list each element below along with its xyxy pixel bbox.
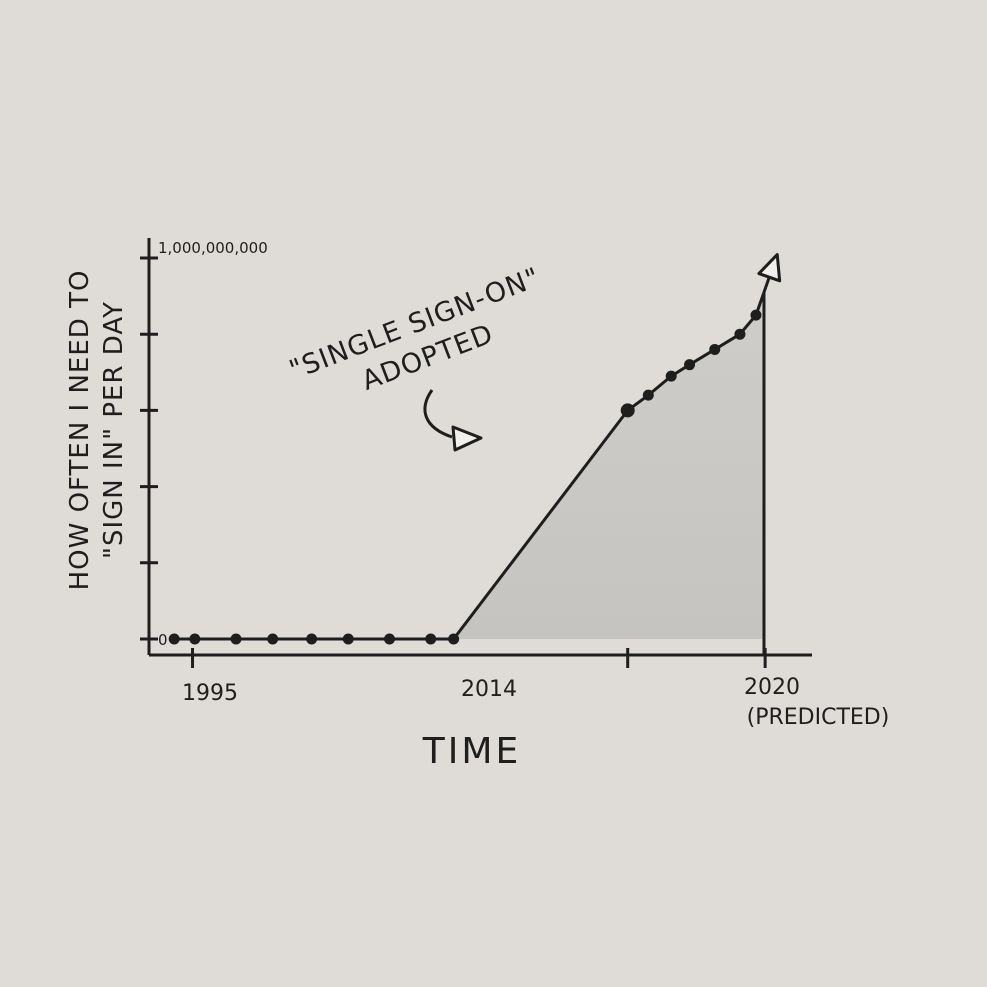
- x-axis-label: TIME: [422, 731, 521, 772]
- x-tick-sublabel-predicted: (PREDICTED): [747, 705, 890, 730]
- data-point-8: [448, 633, 460, 645]
- area-fill: [174, 292, 764, 639]
- data-point-14: [734, 328, 746, 340]
- data-point-4: [306, 633, 318, 645]
- data-point-2: [230, 633, 242, 645]
- y-axis-label-line-2: "SIGN IN" PER DAY: [99, 301, 129, 559]
- data-point-7: [425, 633, 437, 645]
- data-point-0: [168, 633, 180, 645]
- y-zero-label: 0: [158, 631, 168, 649]
- annotation-arrowhead: [451, 425, 483, 452]
- y-top-label: 1,000,000,000: [158, 239, 268, 257]
- trend-arrowhead: [757, 253, 782, 283]
- data-point-12: [684, 359, 696, 371]
- data-point-11: [665, 370, 677, 382]
- x-tick-label-2020: 2020: [744, 675, 800, 700]
- annotation-arrow: [423, 389, 453, 439]
- data-point-9: [620, 403, 635, 418]
- data-point-15: [750, 309, 762, 321]
- data-point-1: [189, 633, 201, 645]
- data-point-5: [342, 633, 354, 645]
- data-point-3: [267, 633, 279, 645]
- data-point-6: [383, 633, 395, 645]
- data-point-10: [642, 389, 654, 401]
- x-tick-label-2014: 2014: [461, 677, 517, 702]
- y-axis-label-line-1: HOW OFTEN I NEED TO: [65, 270, 95, 591]
- data-point-13: [709, 343, 721, 355]
- x-tick-label-1995: 1995: [182, 681, 238, 706]
